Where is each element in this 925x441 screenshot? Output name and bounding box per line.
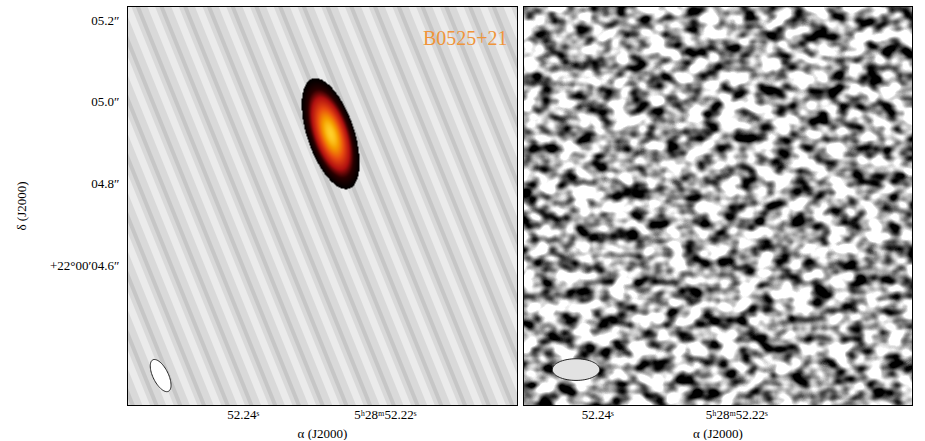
svg-text:α (J2000): α (J2000) bbox=[298, 426, 348, 441]
svg-text:B0525+21: B0525+21 bbox=[423, 27, 508, 49]
svg-text:52.24ˢ: 52.24ˢ bbox=[227, 407, 259, 422]
svg-text:05.2″: 05.2″ bbox=[91, 13, 119, 28]
svg-text:5ʰ28ᵐ52.22ˢ: 5ʰ28ᵐ52.22ˢ bbox=[706, 407, 768, 422]
svg-text:5ʰ28ᵐ52.22ˢ: 5ʰ28ᵐ52.22ˢ bbox=[354, 407, 416, 422]
svg-text:04.8″: 04.8″ bbox=[91, 176, 119, 191]
svg-text:α (J2000): α (J2000) bbox=[693, 426, 743, 441]
svg-text:δ (J2000): δ (J2000) bbox=[14, 181, 29, 230]
svg-text:05.0″: 05.0″ bbox=[91, 94, 119, 109]
svg-text:+22°00′04.6″: +22°00′04.6″ bbox=[50, 258, 120, 273]
svg-text:52.24ˢ: 52.24ˢ bbox=[582, 407, 614, 422]
